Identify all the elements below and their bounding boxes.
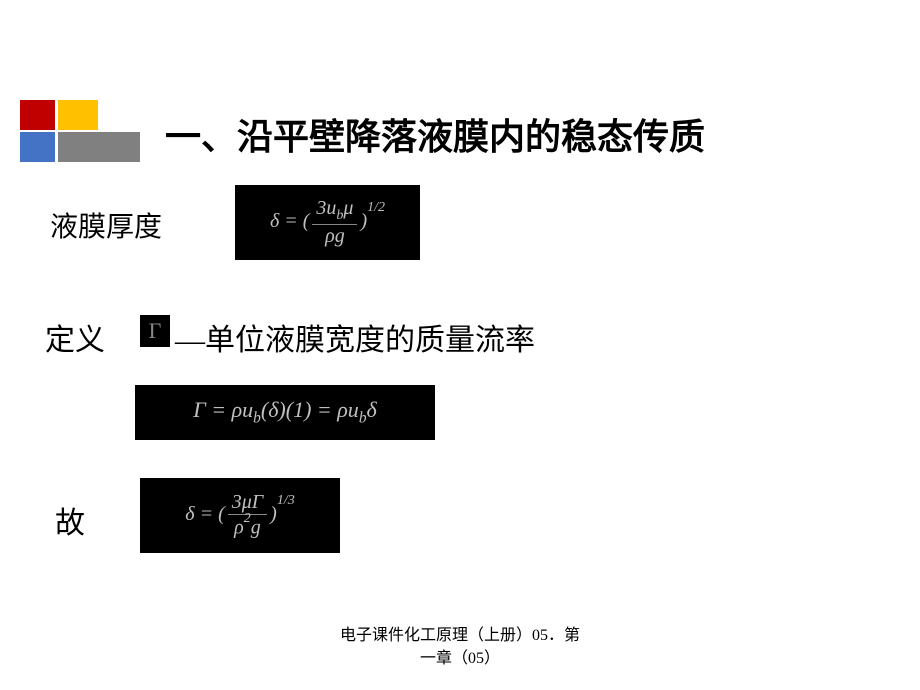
footer-line-2: 一章（05）: [0, 648, 920, 670]
page-title: 一、沿平壁降落液膜内的稳态传质: [165, 108, 705, 160]
formula-gamma: Γ = ρub(δ)(1) = ρubδ: [135, 385, 435, 440]
deco-block: [58, 100, 98, 130]
deco-block: [20, 132, 55, 162]
formula-content: δ = (3μΓρ2g)1/3: [185, 491, 294, 540]
gamma-symbol-box: Γ: [140, 315, 170, 347]
deco-block: [58, 132, 140, 162]
formula-delta-2: δ = (3μΓρ2g)1/3: [140, 478, 340, 553]
footer: 电子课件化工原理（上册）05．第 一章（05）: [0, 625, 920, 670]
deco-block: [20, 100, 55, 130]
formula-content: δ = (3ubμρg)1/2: [270, 197, 385, 248]
label-film-thickness: 液膜厚度: [50, 205, 162, 245]
label-therefore: 故: [55, 498, 85, 542]
label-definition-text: —单位液膜宽度的质量流率: [175, 315, 535, 359]
label-definition: 定义: [45, 315, 105, 359]
formula-delta-1: δ = (3ubμρg)1/2: [235, 185, 420, 260]
formula-content: Γ = ρub(δ)(1) = ρubδ: [193, 397, 377, 427]
corner-decoration: [20, 100, 140, 165]
footer-line-1: 电子课件化工原理（上册）05．第: [0, 625, 920, 647]
